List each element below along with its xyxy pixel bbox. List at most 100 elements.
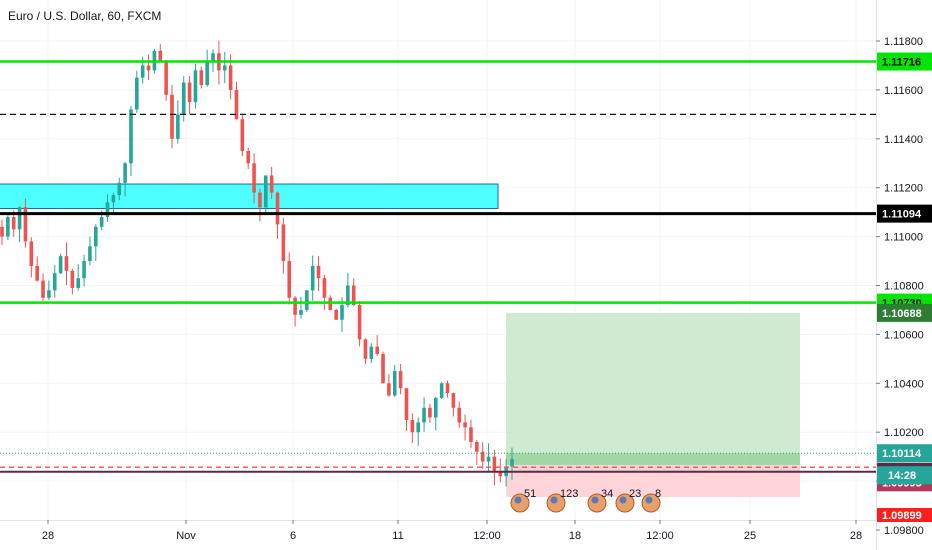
candle-body-38	[222, 65, 227, 71]
stop-badge-bg	[877, 508, 932, 522]
candle-body-14	[82, 261, 86, 279]
countdown-badge-text: 14:28	[888, 470, 916, 482]
time-tick-label-4: 12:00	[473, 530, 501, 542]
candle-body-62	[363, 339, 368, 359]
candle-body-5	[29, 241, 34, 266]
candle-body-24	[140, 65, 145, 78]
candle-body-20	[117, 182, 122, 196]
zone-rectangle[interactable]	[0, 183, 499, 209]
position-badge-bg-0	[877, 303, 932, 322]
candle-body-87	[510, 459, 514, 467]
candle-body-67	[392, 371, 397, 396]
candle-body-71	[416, 422, 421, 433]
candle-body-2	[11, 217, 16, 230]
candle-body-79	[463, 422, 467, 428]
chart-title: Euro / U.S. Dollar, 60, FXCM	[8, 9, 162, 23]
candle-body-51	[299, 309, 303, 315]
candle-body-77	[451, 393, 456, 408]
position-badge-text-0: 1.10688	[882, 308, 922, 320]
candle-body-48	[281, 224, 286, 262]
candle-body-63	[369, 346, 374, 359]
candle-body-41	[240, 119, 245, 152]
candle-body-10	[58, 256, 63, 274]
time-tick-label-7: 25	[744, 530, 756, 542]
candle-body-28	[164, 60, 168, 95]
price-tick-label-10: 1.09800	[884, 525, 924, 537]
candle-body-11	[64, 256, 69, 271]
event-label-2: 34	[601, 488, 613, 500]
candle-body-31	[181, 82, 186, 115]
level-badge-text-0: 1.11716	[882, 57, 921, 69]
price-tick-label-8: 1.10200	[884, 427, 924, 439]
candle-body-82	[480, 451, 485, 462]
price-tick-label-7: 1.10400	[884, 378, 924, 390]
candle-body-23	[135, 77, 139, 110]
candle-body-9	[52, 273, 57, 291]
candle-body-54	[316, 265, 321, 279]
position-badge-bg-1	[877, 444, 932, 463]
event-flag-detail-2	[591, 496, 599, 504]
candle-body-19	[111, 195, 116, 203]
time-tick-label-1: Nov	[176, 530, 196, 542]
candle-body-78	[457, 407, 462, 423]
candle-body-50	[293, 297, 297, 315]
candle-body-83	[486, 456, 491, 462]
candle-body-44	[258, 192, 262, 208]
candle-body-59	[346, 285, 350, 306]
candle-body-75	[439, 383, 444, 398]
candle-body-52	[305, 290, 309, 310]
position-loss-zone[interactable]	[506, 465, 800, 497]
candle-body-76	[445, 383, 450, 394]
level-badge-bg-1	[877, 204, 932, 223]
candle-body-32	[187, 82, 192, 103]
event-flag-detail-0	[514, 496, 522, 504]
candle-body-61	[357, 305, 362, 340]
time-tick-label-6: 12:00	[646, 530, 674, 542]
candle-body-43	[252, 163, 256, 193]
time-tick-label-3: 11	[392, 530, 403, 542]
candle-body-42	[246, 151, 251, 164]
candle-body-21	[123, 163, 127, 183]
level-badge-bg-0	[877, 52, 932, 71]
candle-body-34	[199, 70, 204, 86]
position-profit-zone[interactable]	[506, 312, 800, 454]
event-flag-detail-4	[645, 496, 653, 504]
stop-badge-text: 1.09899	[882, 510, 922, 522]
candle-body-49	[287, 261, 292, 298]
candle-body-64	[375, 346, 379, 354]
candle-body-65	[381, 353, 385, 384]
event-label-0: 51	[524, 488, 536, 500]
candle-body-13	[76, 278, 81, 288]
candle-body-57	[334, 309, 338, 320]
time-axis-panel	[0, 520, 876, 550]
candle-body-3	[17, 207, 22, 230]
candle-body-55	[322, 278, 327, 298]
candle-body-17	[99, 217, 104, 227]
candle-body-25	[146, 65, 151, 71]
candle-body-30	[176, 114, 180, 139]
candle-body-85	[498, 471, 503, 477]
candle-body-70	[410, 419, 415, 433]
countdown-badge-bg	[877, 466, 932, 485]
time-tick-label-2: 6	[290, 530, 296, 542]
candle-body-47	[275, 192, 280, 225]
event-label-3: 23	[629, 488, 641, 500]
candle-body-15	[88, 246, 92, 262]
candle-body-69	[404, 388, 409, 420]
candle-body-68	[398, 371, 403, 389]
candle-body-72	[422, 407, 426, 423]
time-tick-label-0: 28	[42, 530, 54, 542]
candle-body-84	[492, 456, 497, 472]
candle-body-73	[428, 407, 432, 418]
candle-body-81	[475, 441, 479, 452]
price-tick-label-3: 1.11200	[884, 183, 923, 195]
candle-body-29	[170, 94, 174, 139]
candle-body-7	[41, 280, 45, 298]
price-tick-label-6: 1.10600	[884, 329, 924, 341]
candle-body-12	[70, 270, 75, 288]
candle-body-74	[433, 397, 438, 418]
candle-body-18	[105, 202, 110, 218]
level-badge-text-1: 1.11094	[882, 209, 922, 221]
